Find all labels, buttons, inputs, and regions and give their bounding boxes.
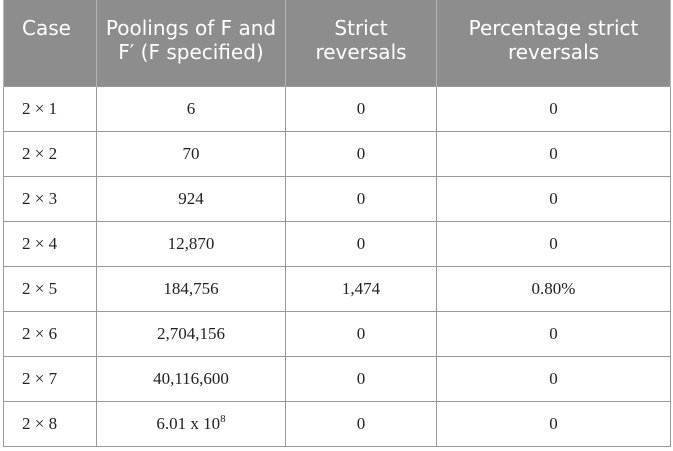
percentage-cell: 0 [436, 310, 671, 357]
table-header: Case Poolings of F and F′ (F specified) … [3, 0, 671, 86]
strict-reversals-cell: 0 [285, 400, 437, 447]
strict-reversals-cell: 0 [285, 355, 437, 402]
table-row: 2 × 5 184,756 1,474 0.80% [3, 265, 671, 312]
case-cell: 2 × 8 [3, 400, 97, 447]
case-cell: 2 × 2 [3, 130, 97, 177]
header-strict-reversals: Strict reversals [285, 0, 437, 86]
percentage-cell: 0 [436, 220, 671, 267]
table-row: 2 × 7 40,116,600 0 0 [3, 355, 671, 402]
case-cell: 2 × 3 [3, 175, 97, 222]
table-row: 2 × 4 12,870 0 0 [3, 220, 671, 267]
strict-reversals-cell: 0 [285, 220, 437, 267]
percentage-cell: 0 [436, 355, 671, 402]
poolings-cell: 2,704,156 [96, 310, 286, 357]
poolings-cell: 924 [96, 175, 286, 222]
poolings-cell: 70 [96, 130, 286, 177]
table-row: 2 × 3 924 0 0 [3, 175, 671, 222]
poolings-cell: 40,116,600 [96, 355, 286, 402]
poolings-cell: 12,870 [96, 220, 286, 267]
poolings-cell: 6 [96, 85, 286, 132]
header-row: Case Poolings of F and F′ (F specified) … [3, 0, 671, 86]
strict-reversals-cell: 0 [285, 175, 437, 222]
header-percentage-strict-reversals: Percentage strict reversals [436, 0, 671, 86]
strict-reversals-cell: 1,474 [285, 265, 437, 312]
table-row: 2 × 2 70 0 0 [3, 130, 671, 177]
poolings-exponent: 8 [220, 412, 226, 425]
poolings-cell: 6.01 x 108 [96, 400, 286, 447]
case-cell: 2 × 5 [3, 265, 97, 312]
results-table: Case Poolings of F and F′ (F specified) … [3, 0, 671, 447]
case-cell: 2 × 4 [3, 220, 97, 267]
table-row: 2 × 8 6.01 x 108 0 0 [3, 400, 671, 447]
header-poolings: Poolings of F and F′ (F specified) [96, 0, 286, 86]
table-row: 2 × 1 6 0 0 [3, 85, 671, 132]
case-cell: 2 × 7 [3, 355, 97, 402]
strict-reversals-cell: 0 [285, 85, 437, 132]
case-cell: 2 × 6 [3, 310, 97, 357]
strict-reversals-cell: 0 [285, 310, 437, 357]
percentage-cell: 0 [436, 130, 671, 177]
percentage-cell: 0 [436, 175, 671, 222]
strict-reversals-cell: 0 [285, 130, 437, 177]
percentage-cell: 0.80% [436, 265, 671, 312]
poolings-mantissa: 6.01 x 10 [156, 413, 221, 433]
table-body: 2 × 1 6 0 0 2 × 2 70 0 0 2 × 3 924 0 0 2… [3, 85, 671, 447]
case-cell: 2 × 1 [3, 85, 97, 132]
percentage-cell: 0 [436, 400, 671, 447]
header-case: Case [3, 0, 97, 86]
poolings-cell: 184,756 [96, 265, 286, 312]
percentage-cell: 0 [436, 85, 671, 132]
table-row: 2 × 6 2,704,156 0 0 [3, 310, 671, 357]
